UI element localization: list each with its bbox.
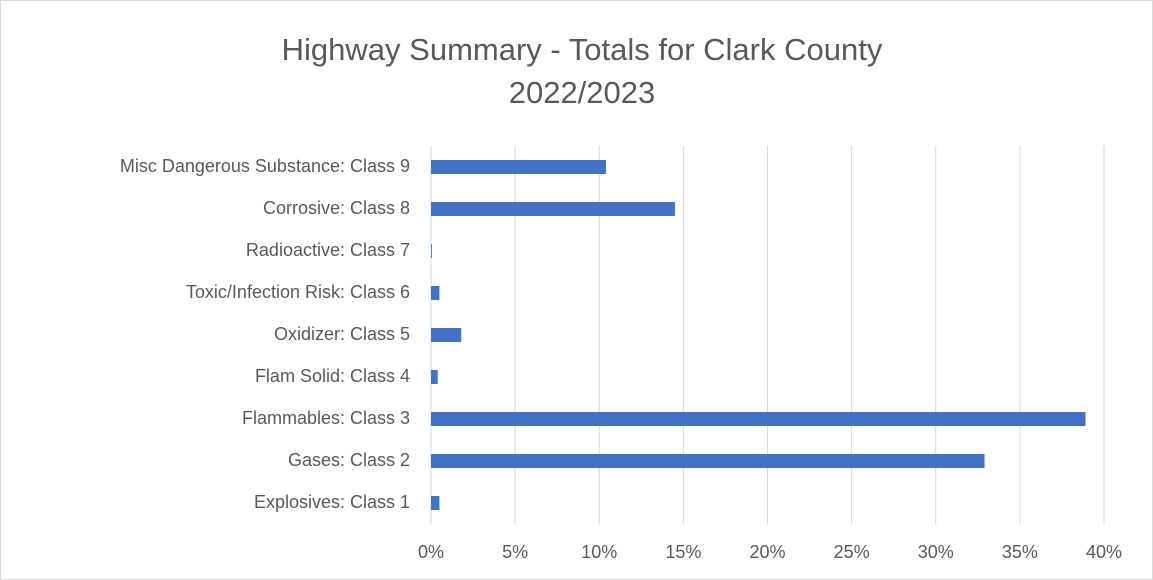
y-tick-label: Oxidizer: Class 5 xyxy=(274,324,410,344)
bar xyxy=(431,160,606,174)
y-tick-label: Gases: Class 2 xyxy=(288,450,410,470)
chart-title: 2022/2023 xyxy=(509,75,656,110)
x-tick-label: 20% xyxy=(749,542,785,562)
y-tick-label: Radioactive: Class 7 xyxy=(246,240,410,260)
y-tick-label: Explosives: Class 1 xyxy=(254,492,410,512)
x-tick-label: 35% xyxy=(1002,542,1038,562)
bar xyxy=(431,370,438,384)
x-tick-label: 30% xyxy=(918,542,954,562)
chart-title: Highway Summary - Totals for Clark Count… xyxy=(282,32,883,67)
x-tick-label: 0% xyxy=(418,542,444,562)
bar xyxy=(431,244,432,258)
x-tick-label: 10% xyxy=(581,542,617,562)
y-tick-label: Toxic/Infection Risk: Class 6 xyxy=(186,282,410,302)
x-tick-label: 5% xyxy=(502,542,528,562)
x-tick-label: 40% xyxy=(1086,542,1122,562)
bar xyxy=(431,286,440,300)
x-tick-label: 15% xyxy=(665,542,701,562)
bar xyxy=(431,412,1086,426)
bar xyxy=(431,328,462,342)
bar xyxy=(431,202,675,216)
y-tick-label: Misc Dangerous Substance: Class 9 xyxy=(120,156,410,176)
y-tick-label: Flammables: Class 3 xyxy=(242,408,410,428)
bar xyxy=(431,496,440,510)
x-tick-label: 25% xyxy=(834,542,870,562)
y-tick-label: Corrosive: Class 8 xyxy=(263,198,410,218)
bar xyxy=(431,454,985,468)
y-tick-label: Flam Solid: Class 4 xyxy=(255,366,410,386)
